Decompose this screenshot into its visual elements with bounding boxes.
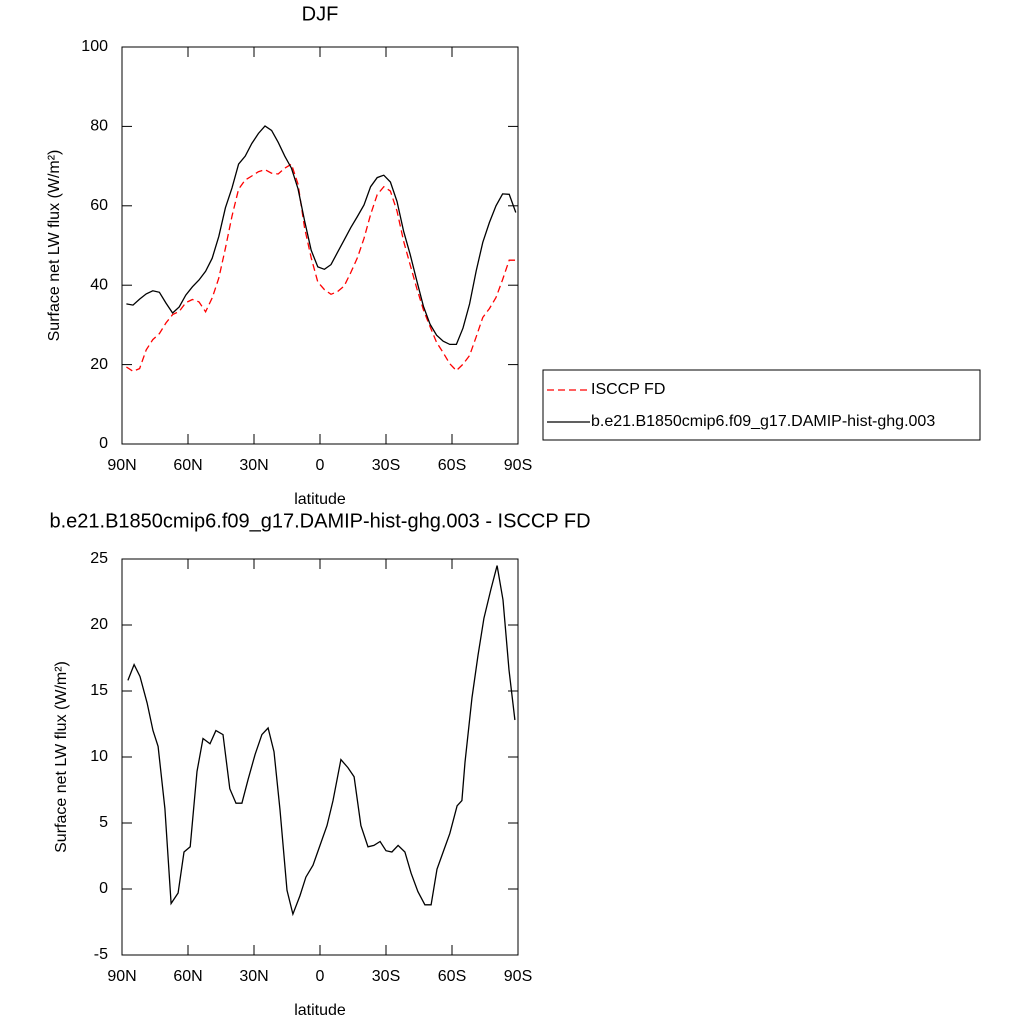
y-tick-label: 20 bbox=[90, 616, 108, 633]
chart-title: b.e21.B1850cmip6.f09_g17.DAMIP-hist-ghg.… bbox=[49, 510, 590, 532]
y-tick-label: 0 bbox=[99, 880, 108, 897]
legend-label: ISCCP FD bbox=[591, 381, 665, 398]
x-tick-label: 90S bbox=[504, 457, 532, 474]
x-axis-label: latitude bbox=[294, 491, 346, 508]
y-tick-label: 40 bbox=[90, 276, 108, 293]
y-tick-label: 80 bbox=[90, 118, 108, 135]
x-tick-label: 30S bbox=[372, 968, 400, 985]
plot-frame bbox=[121, 46, 519, 445]
y-tick-label: 15 bbox=[90, 682, 108, 699]
series-line bbox=[126, 163, 516, 373]
y-tick-label: 100 bbox=[81, 38, 108, 55]
x-tick-label: 0 bbox=[316, 457, 325, 474]
legend-box bbox=[542, 369, 981, 441]
x-tick-label: 30S bbox=[372, 457, 400, 474]
y-tick-label: -5 bbox=[94, 946, 108, 963]
x-tick-label: 90N bbox=[107, 457, 136, 474]
x-tick-label: 60N bbox=[173, 968, 202, 985]
y-tick-label: 60 bbox=[90, 197, 108, 214]
x-tick-label: 30N bbox=[239, 457, 268, 474]
x-tick-label: 60N bbox=[173, 457, 202, 474]
y-axis-label: Surface net LW flux (W/m²) bbox=[46, 150, 63, 342]
y-axis-label: Surface net LW flux (W/m²) bbox=[53, 661, 70, 853]
x-tick-label: 0 bbox=[316, 968, 325, 985]
chart-title: DJF bbox=[302, 3, 339, 25]
y-tick-label: 5 bbox=[99, 814, 108, 831]
x-tick-label: 90N bbox=[107, 968, 136, 985]
y-tick-label: 10 bbox=[90, 748, 108, 765]
series-line bbox=[126, 125, 517, 346]
x-tick-label: 60S bbox=[438, 457, 466, 474]
x-tick-label: 90S bbox=[504, 968, 532, 985]
y-tick-label: 20 bbox=[90, 356, 108, 373]
y-tick-label: 25 bbox=[90, 550, 108, 567]
plot-frame bbox=[121, 558, 519, 956]
x-axis-label: latitude bbox=[294, 1002, 346, 1019]
y-tick-label: 0 bbox=[99, 435, 108, 452]
series-line bbox=[127, 565, 516, 917]
legend-label: b.e21.B1850cmip6.f09_g17.DAMIP-hist-ghg.… bbox=[591, 413, 935, 430]
x-tick-label: 60S bbox=[438, 968, 466, 985]
x-tick-label: 30N bbox=[239, 968, 268, 985]
